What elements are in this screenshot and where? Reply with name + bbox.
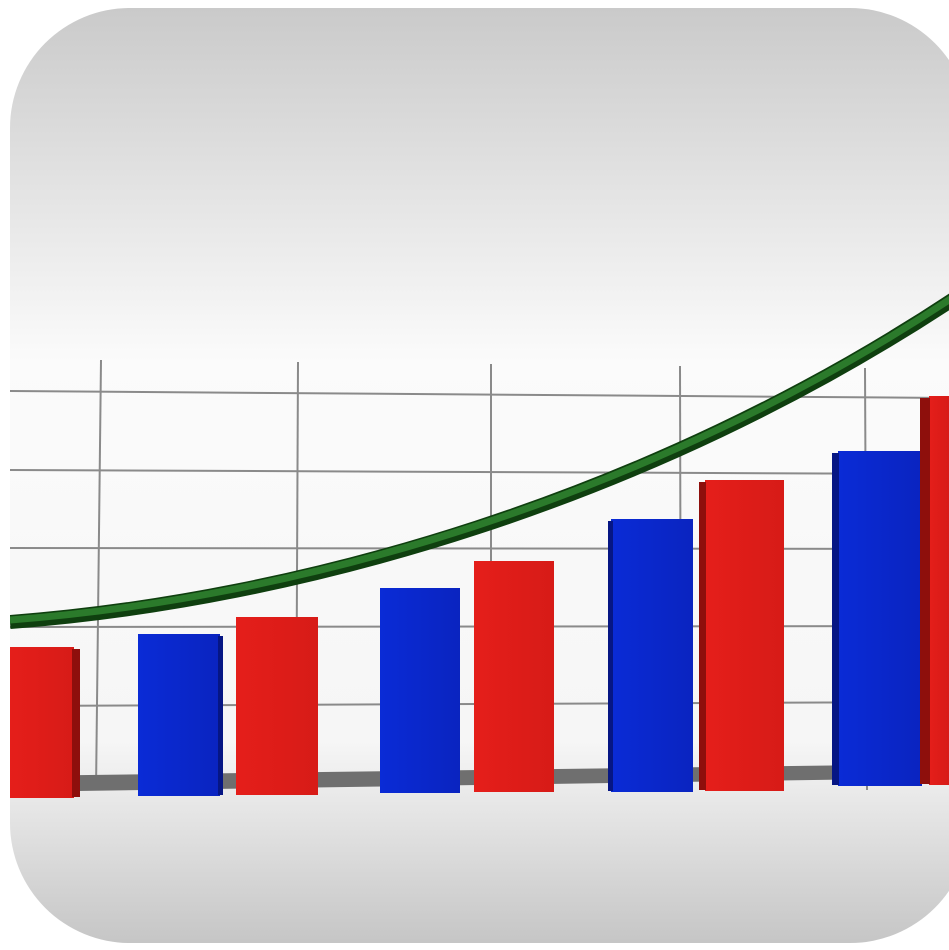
- bar-side: [832, 453, 839, 785]
- grid-line: [95, 359, 102, 791]
- grid-line: [10, 469, 949, 475]
- bars: [10, 396, 949, 798]
- bar: [929, 396, 949, 785]
- bar: [138, 634, 220, 796]
- trend-curve: [10, 293, 949, 624]
- bar-side: [218, 636, 223, 795]
- bar-side: [920, 398, 930, 784]
- bar: [10, 647, 74, 798]
- bar: [236, 617, 318, 795]
- bar: [705, 480, 784, 791]
- bar: [838, 451, 922, 786]
- bar: [611, 519, 693, 792]
- bar-side: [608, 521, 613, 791]
- bar: [474, 561, 554, 792]
- grid-line: [10, 547, 949, 550]
- bar: [380, 588, 460, 793]
- bar-side: [699, 482, 706, 790]
- bar-side: [72, 649, 80, 797]
